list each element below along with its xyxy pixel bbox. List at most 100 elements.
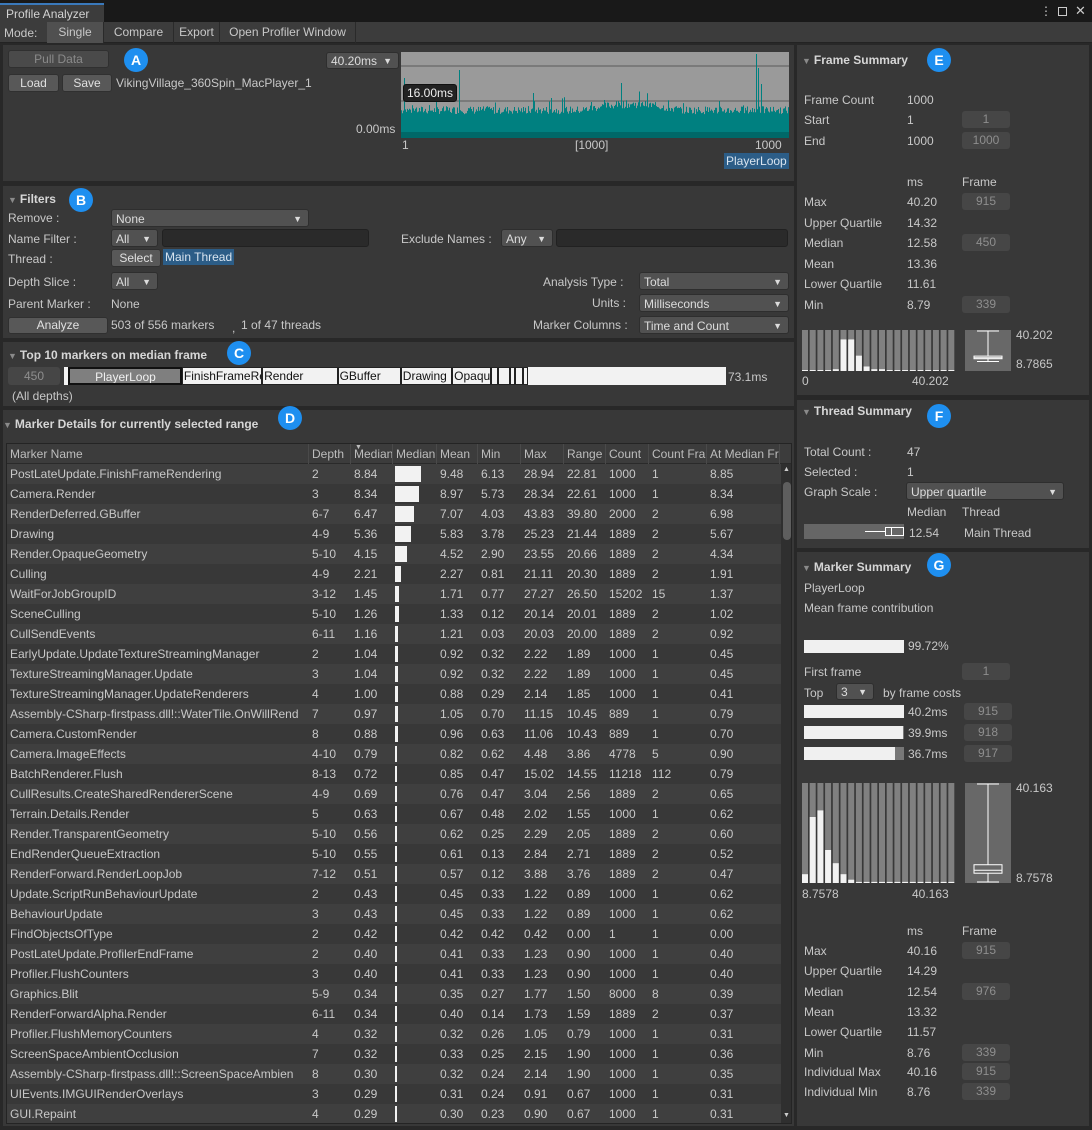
load-button[interactable]: Load (8, 74, 59, 92)
scroll-down-icon[interactable]: ▼ (783, 1112, 790, 1119)
analysis-type-dropdown[interactable]: Total ▼ (639, 272, 789, 290)
median-frame-field[interactable]: 450 (8, 367, 60, 385)
scroll-up-icon[interactable]: ▲ (783, 466, 790, 473)
kebab-icon[interactable]: ⋮ (1040, 4, 1052, 18)
column-header-at-median-frame[interactable]: At Median Frame (707, 444, 780, 464)
table-row[interactable]: Drawing 4-9 5.36 5.83 3.78 25.23 21.44 1889 2 5.6… (7, 524, 785, 544)
analyze-button[interactable]: Analyze (8, 317, 108, 334)
table-row[interactable]: Camera.Render 3 8.34 8.97 5.73 28.34 22.61 1000… (7, 484, 785, 504)
close-icon[interactable]: ✕ (1075, 3, 1086, 18)
top-markers-header[interactable]: ▼ Top 10 markers on median frame (8, 347, 207, 364)
table-row[interactable]: SceneCulling 5-10 1.26 1.33 0.12 20.14 20.01 18… (7, 604, 785, 624)
tab-compare[interactable]: Compare (104, 22, 174, 43)
table-row[interactable]: Update.ScriptRunBehaviourUpdate 2 0.43 0.45… (7, 884, 785, 904)
table-row[interactable]: Profiler.FlushMemoryCounters 4 0.32 0.32 0.2… (7, 1024, 785, 1044)
scale-dropdown[interactable]: 40.20ms ▼ (326, 52, 399, 69)
stat-frame-field[interactable]: 915 (962, 942, 1010, 959)
table-row[interactable]: EarlyUpdate.UpdateTextureStreamingManage… (7, 644, 785, 664)
top-marker-segment[interactable]: FinishFrameRendering (181, 367, 263, 385)
table-row[interactable]: Profiler.FlushCounters 3 0.40 0.41 0.33 1.23 0… (7, 964, 785, 984)
name-filter-mode-dropdown[interactable]: All ▼ (111, 229, 158, 247)
top-marker-segment[interactable] (497, 367, 511, 385)
table-row[interactable]: CullSendEvents 6-11 1.16 1.21 0.03 20.03 20.00… (7, 624, 785, 644)
column-header-count[interactable]: Count (606, 444, 649, 464)
remove-dropdown[interactable]: None ▼ (111, 209, 309, 227)
tab-single[interactable]: Single (47, 22, 104, 43)
thread-summary-header[interactable]: ▼ Thread Summary (802, 403, 912, 420)
column-header-median-bar[interactable]: Median Bar (393, 444, 437, 464)
stat-frame-field[interactable]: 915 (962, 193, 1010, 210)
top-marker-segment[interactable]: GBuffer (337, 367, 401, 385)
table-row[interactable]: BehaviourUpdate 3 0.43 0.45 0.33 1.22 0.89 1000… (7, 904, 785, 924)
top-marker-segment[interactable] (523, 367, 528, 385)
graph-scale-dropdown[interactable]: Upper quartile ▼ (906, 482, 1064, 500)
top-marker-segment[interactable] (510, 367, 515, 385)
exclude-names-input[interactable] (556, 229, 788, 247)
units-dropdown[interactable]: Milliseconds ▼ (639, 294, 789, 312)
table-row[interactable]: Culling 4-9 2.21 2.27 0.81 21.11 20.30 1889 2 1.9… (7, 564, 785, 584)
stat-frame-field[interactable]: 339 (962, 295, 1010, 313)
top-count-dropdown[interactable]: 3 ▼ (836, 683, 874, 700)
table-row[interactable]: UIEvents.IMGUIRenderOverlays 3 0.29 0.31 0.2… (7, 1084, 785, 1104)
top-frame-field[interactable]: 918 (964, 724, 1012, 741)
top-marker-segment[interactable]: Drawing (400, 367, 453, 385)
top-marker-segment[interactable] (491, 367, 498, 385)
table-row[interactable]: FindObjectsOfType 2 0.42 0.42 0.42 0.42 0.00 1 1… (7, 924, 785, 944)
top-marker-segment[interactable] (514, 367, 524, 385)
thread-select-button[interactable]: Select (111, 249, 161, 267)
stat-frame-field[interactable]: 339 (962, 1043, 1010, 1061)
table-row[interactable]: PostLateUpdate.FinishFrameRendering 2 8.84… (7, 464, 785, 484)
column-header-mean[interactable]: Mean (437, 444, 478, 464)
top-marker-segment[interactable]: Render (262, 367, 338, 385)
frame-time-graph[interactable] (401, 52, 789, 138)
column-header-min[interactable]: Min (478, 444, 521, 464)
stat-frame-field[interactable]: 450 (962, 234, 1010, 251)
open-profiler-button[interactable]: Open Profiler Window (220, 22, 356, 43)
table-row[interactable]: Assembly-CSharp-firstpass.dll!::WaterTil… (7, 704, 785, 724)
pull-data-button[interactable]: Pull Data (8, 50, 109, 68)
table-row[interactable]: Assembly-CSharp-firstpass.dll!::ScreenSp… (7, 1064, 785, 1084)
start-frame-field[interactable]: 1 (962, 111, 1010, 128)
column-header-count-frames[interactable]: Count Frames (649, 444, 707, 464)
window-tab[interactable]: Profile Analyzer (0, 3, 104, 22)
column-header-depth[interactable]: Depth (309, 444, 351, 464)
table-row[interactable]: Terrain.Details.Render 5 0.63 0.67 0.48 2.02 1… (7, 804, 785, 824)
depth-slice-dropdown[interactable]: All ▼ (111, 272, 158, 290)
end-frame-field[interactable]: 1000 (962, 132, 1010, 149)
maximize-icon[interactable] (1058, 7, 1067, 16)
frame-summary-header[interactable]: ▼ Frame Summary (802, 52, 908, 69)
marker-details-header[interactable]: ▼ Marker Details for currently selected r… (3, 416, 258, 433)
table-row[interactable]: RenderDeferred.GBuffer 6-7 6.47 7.07 4.03 43.… (7, 504, 785, 524)
save-button[interactable]: Save (62, 74, 112, 92)
export-button[interactable]: Export (174, 22, 220, 43)
table-row[interactable]: ScreenSpaceAmbientOcclusion 7 0.32 0.33 0.25… (7, 1044, 785, 1064)
table-row[interactable]: TextureStreamingManager.Update 3 1.04 0.92 0… (7, 664, 785, 684)
table-row[interactable]: Camera.ImageEffects 4-10 0.79 0.82 0.62 4.48 3… (7, 744, 785, 764)
marker-columns-dropdown[interactable]: Time and Count ▼ (639, 316, 789, 334)
table-row[interactable]: BatchRenderer.Flush 8-13 0.72 0.85 0.47 15.02… (7, 764, 785, 784)
individual-stat-frame[interactable]: 339 (962, 1083, 1010, 1100)
table-row[interactable]: TextureStreamingManager.UpdateRenderers 4… (7, 684, 785, 704)
table-row[interactable]: Graphics.Blit 5-9 0.34 0.35 0.27 1.77 1.50 8000… (7, 984, 785, 1004)
name-filter-input[interactable] (162, 229, 369, 247)
scrollbar-thumb[interactable] (783, 482, 791, 540)
stat-frame-field[interactable]: 976 (962, 982, 1010, 1000)
individual-stat-frame[interactable]: 915 (962, 1063, 1010, 1080)
column-header-range[interactable]: Range (564, 444, 606, 464)
top-marker-segment[interactable]: PlayerLoop (68, 367, 182, 385)
marker-summary-header[interactable]: ▼ Marker Summary (802, 559, 911, 576)
table-scrollbar[interactable]: ▲ ▼ (781, 464, 791, 1123)
table-row[interactable]: PostLateUpdate.ProfilerEndFrame 2 0.40 0.41… (7, 944, 785, 964)
table-row[interactable]: Render.OpaqueGeometry 5-10 4.15 4.52 2.90 23.… (7, 544, 785, 564)
table-row[interactable]: CullResults.CreateSharedRendererScene 4-9… (7, 784, 785, 804)
column-header-marker-name[interactable]: Marker Name (7, 444, 309, 464)
table-row[interactable]: WaitForJobGroupID 3-12 1.45 1.71 0.77 27.27 26… (7, 584, 785, 604)
column-header-max[interactable]: Max (521, 444, 564, 464)
top-marker-segment[interactable]: Opaque (452, 367, 492, 385)
first-frame-field[interactable]: 1 (962, 663, 1010, 680)
table-row[interactable]: EndRenderQueueExtraction 5-10 0.55 0.61 0.13… (7, 844, 785, 864)
table-row[interactable]: Camera.CustomRender 8 0.88 0.96 0.63 11.06 10.… (7, 724, 785, 744)
top-frame-field[interactable]: 917 (964, 745, 1012, 762)
table-row[interactable]: Render.TransparentGeometry 5-10 0.56 0.62 0.… (7, 824, 785, 844)
column-header-median[interactable]: Median ▼ (351, 444, 393, 464)
